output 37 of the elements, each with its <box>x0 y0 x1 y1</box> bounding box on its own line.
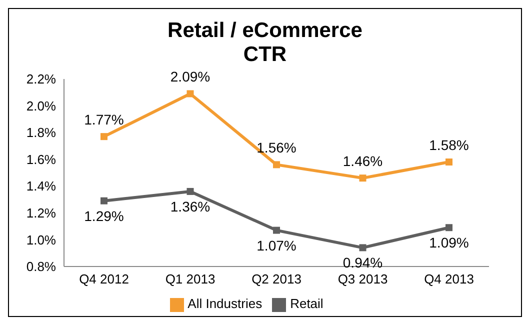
chart-title: Retail / eCommerce <box>166 19 364 43</box>
data-label: 1.29% <box>84 208 124 224</box>
point <box>100 133 108 140</box>
y-tick-label: 1.4% <box>26 178 56 194</box>
y-tick-label: 2.0% <box>26 98 56 114</box>
legend-label: Retail <box>290 296 324 312</box>
data-label: 1.36% <box>170 198 210 214</box>
legend-label: All Industries <box>188 296 262 312</box>
data-label: 1.56% <box>256 140 296 156</box>
point <box>359 244 366 252</box>
x-tick-label: Q4 2012 <box>79 272 129 287</box>
data-label: 1.58% <box>429 137 469 154</box>
x-tick-label: Q4 2013 <box>424 272 474 287</box>
x-tick-label: Q3 2013 <box>338 272 388 287</box>
point <box>273 226 280 234</box>
point <box>359 174 366 182</box>
point <box>273 161 280 168</box>
point <box>186 188 194 195</box>
y-tick-label: 1.2% <box>26 206 56 220</box>
x-tick-label: Q1 2013 <box>165 272 216 287</box>
y-tick-label: 2.2% <box>26 72 56 87</box>
point <box>446 158 452 166</box>
point <box>186 90 194 98</box>
data-label: 1.46% <box>342 153 383 170</box>
y-tick-label: 0.8% <box>26 259 56 274</box>
y-tick-label: 1.6% <box>26 152 56 167</box>
data-label: 1.09% <box>429 234 469 251</box>
chart-subtitle: CTR <box>242 43 288 67</box>
point <box>100 197 108 204</box>
x-tick-label: Q2 2013 <box>252 272 302 287</box>
y-tick-label: 1.0% <box>26 232 56 248</box>
point <box>446 224 452 232</box>
data-label: 1.77% <box>84 112 124 128</box>
data-label: 2.09% <box>170 68 210 85</box>
data-label: 0.94% <box>342 254 383 271</box>
y-tick-label: 1.8% <box>26 125 56 140</box>
data-label: 1.07% <box>256 237 296 254</box>
